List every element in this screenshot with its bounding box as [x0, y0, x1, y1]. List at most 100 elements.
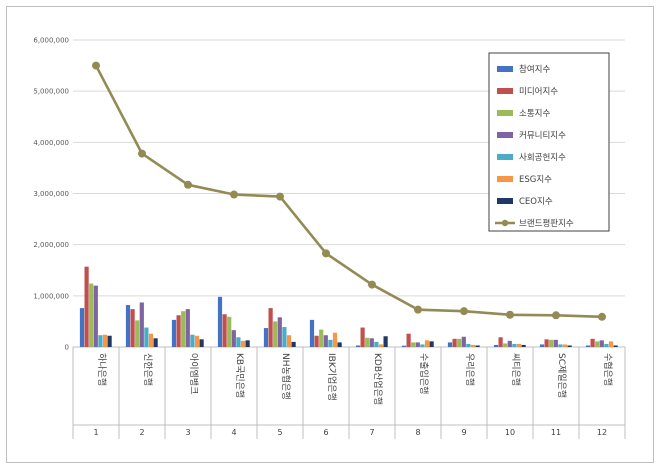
y-tick-label: 6,000,000 [33, 37, 69, 45]
bar [102, 334, 108, 347]
bar [424, 340, 430, 347]
bar [595, 341, 600, 347]
bar [273, 321, 278, 347]
legend-label: 참여지수 [519, 64, 550, 75]
bar [355, 345, 361, 347]
line-point [460, 307, 468, 316]
bar [521, 344, 526, 347]
legend-label: 소통지수 [519, 109, 550, 119]
category-label: 수협은행 [602, 353, 614, 386]
bar [185, 309, 190, 347]
rank-label: 2 [139, 428, 144, 437]
bar [447, 342, 453, 347]
rank-label: 12 [597, 428, 607, 437]
bar [378, 344, 384, 347]
legend-label: 커뮤니티지수 [519, 130, 566, 141]
category-label: SC제일은행 [556, 353, 568, 398]
line-point [552, 311, 560, 320]
y-tick-label: 0 [65, 344, 69, 352]
bar [217, 296, 223, 347]
bar [148, 333, 154, 347]
legend-swatch [497, 176, 513, 182]
line-point [138, 149, 146, 158]
line-point [276, 192, 284, 201]
bar [323, 335, 328, 347]
legend-label: ESG지수 [519, 175, 552, 185]
bar [319, 329, 324, 347]
legend-label: 미디어지수 [519, 86, 558, 97]
legend-swatch [497, 132, 513, 138]
line-point [184, 180, 192, 189]
bar [604, 343, 609, 347]
rank-label: 5 [277, 428, 282, 437]
bar [590, 338, 595, 347]
category-label: 씨티은행 [510, 353, 522, 386]
bar [461, 336, 466, 347]
bar [309, 319, 315, 347]
bar [227, 316, 232, 347]
bar [263, 328, 269, 347]
bar [125, 305, 131, 347]
bar [144, 327, 149, 347]
bar [457, 338, 462, 347]
legend-swatch [497, 88, 513, 94]
bar [268, 308, 273, 347]
bar [199, 339, 204, 347]
line-point [414, 305, 422, 314]
line-point [230, 190, 238, 199]
bar [84, 266, 89, 347]
bar [401, 345, 407, 347]
chart-frame: 0 1,000,000 2,000,000 3,000,000 4,000,000 5,0… [6, 6, 654, 463]
bar [282, 327, 287, 347]
y-tick-label: 4,000,000 [33, 139, 69, 147]
bar [613, 345, 618, 347]
category-label: NH농협은행 [280, 353, 292, 400]
bar [374, 341, 379, 347]
rank-label: 6 [323, 428, 328, 437]
bar [507, 340, 512, 347]
bar [328, 339, 333, 347]
legend-label: 사회공헌지수 [519, 153, 566, 163]
category-label: 우리은행 [464, 353, 476, 386]
bar [516, 343, 522, 347]
bar [139, 302, 144, 347]
bar [383, 336, 388, 347]
bar [79, 308, 85, 347]
bar [107, 335, 112, 347]
bar [153, 338, 158, 347]
rank-label: 4 [231, 428, 236, 437]
bar [498, 337, 503, 347]
legend-swatch [497, 198, 513, 204]
bar [567, 345, 572, 347]
bar [420, 344, 425, 347]
category-label: 신한은행 [142, 353, 154, 386]
legend-swatch [497, 66, 513, 72]
line-point [92, 61, 100, 70]
bar [493, 344, 499, 347]
bar [332, 332, 338, 347]
category-label: 수출입은행 [418, 353, 430, 394]
rank-label: 7 [369, 428, 374, 437]
bar [452, 338, 457, 347]
bar [558, 344, 563, 347]
bar [89, 283, 94, 347]
rank-label: 10 [505, 428, 515, 437]
bar [429, 341, 434, 347]
bar [539, 344, 545, 347]
bar [314, 335, 319, 347]
bar [466, 343, 471, 347]
legend-swatch [497, 154, 513, 160]
bar [585, 345, 591, 347]
rank-label: 1 [93, 428, 98, 437]
category-label: 하나은행 [96, 353, 108, 386]
bar [135, 320, 140, 347]
category-label: 아이엠뱅크 [188, 353, 200, 394]
bar [286, 335, 292, 347]
line-point [322, 249, 330, 258]
bar [562, 344, 568, 347]
y-tick-label: 1,000,000 [33, 292, 69, 300]
bar [599, 340, 604, 347]
bar [98, 335, 103, 347]
bar [130, 309, 135, 347]
bar [503, 343, 508, 347]
